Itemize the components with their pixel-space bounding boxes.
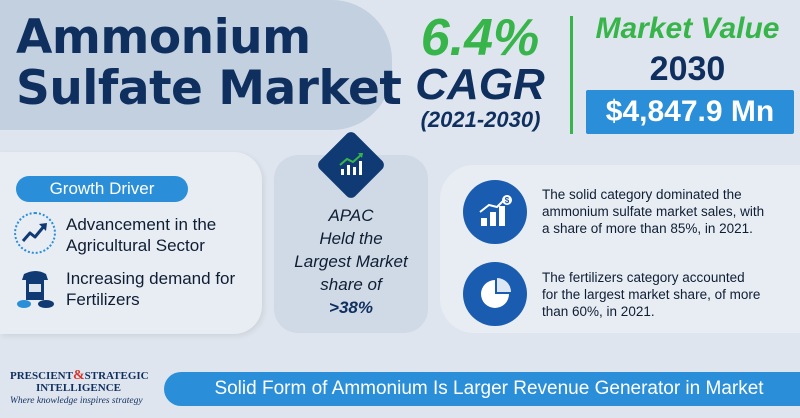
trend-up-icon — [14, 212, 56, 254]
region-line: Largest Market — [294, 252, 408, 271]
driver-item-line: Fertilizers — [66, 290, 140, 309]
cagr-value: 6.4% — [420, 9, 540, 67]
market-value-label: Market Value — [595, 12, 780, 45]
region-share: >38% — [329, 298, 373, 317]
cagr-label: CAGR — [415, 60, 545, 109]
region-statement: APAC Held the Largest Market share of >3… — [278, 204, 424, 319]
highlight-line: for the largest market share, of more — [542, 287, 761, 302]
logo-ampersand: & — [72, 368, 85, 383]
cagr-period: (2021-2030) — [420, 107, 541, 132]
highlight-line: The solid category dominated the — [542, 187, 742, 202]
market-value-box — [586, 90, 794, 134]
page-title: Ammonium Sulfate Market — [16, 10, 402, 116]
highlight-solid: The solid category dominated the ammoniu… — [542, 186, 764, 237]
driver-item-agriculture: Advancement in the Agricultural Sector — [66, 214, 216, 256]
highlight-line: The fertilizers category accounted — [542, 270, 745, 285]
logo-word-strategic: STRATEGIC — [84, 370, 149, 382]
market-value-year: 2030 — [649, 50, 726, 88]
svg-text:$: $ — [505, 196, 510, 205]
driver-item-line: Advancement in the — [66, 215, 217, 234]
bar-chart-dollar-icon: $ — [463, 180, 527, 244]
fertilizer-bag-icon — [16, 266, 56, 310]
highlight-line: a share of more than 85%, in 2021. — [542, 221, 753, 236]
driver-item-line: Agricultural Sector — [66, 236, 205, 255]
logo-tagline: Where knowledge inspires strategy — [10, 396, 143, 406]
growth-chart-icon — [335, 149, 367, 181]
growth-driver-pill — [16, 176, 188, 202]
bottom-banner-text: Solid Form of Ammonium Is Larger Revenue… — [214, 378, 764, 399]
region-line: Held the — [319, 229, 383, 248]
driver-item-fertilizers: Increasing demand for Fertilizers — [66, 268, 235, 310]
logo-word-intelligence: INTELLIGENCE — [36, 382, 121, 394]
highlight-line: ammonium sulfate market sales, with — [542, 204, 765, 219]
region-line: APAC — [328, 206, 374, 225]
highlight-fertilizers: The fertilizers category accounted for t… — [542, 269, 760, 320]
title-panel — [0, 0, 392, 130]
logo-word-prescient: PRESCIENT — [10, 370, 73, 382]
market-value-amount: $4,847.9 Mn — [605, 95, 775, 128]
highlight-line: than 60%, in 2021. — [542, 304, 655, 319]
region-line: share of — [320, 275, 382, 294]
title-line-2: Sulfate Market — [16, 61, 402, 116]
growth-driver-heading: Growth Driver — [49, 179, 155, 198]
title-line-1: Ammonium — [16, 10, 311, 65]
pie-chart-icon — [463, 262, 527, 326]
bottom-banner — [164, 372, 800, 406]
driver-item-line: Increasing demand for — [66, 269, 236, 288]
vertical-divider — [570, 16, 573, 134]
logo: PRESCIENT&STRATEGIC — [10, 368, 149, 383]
